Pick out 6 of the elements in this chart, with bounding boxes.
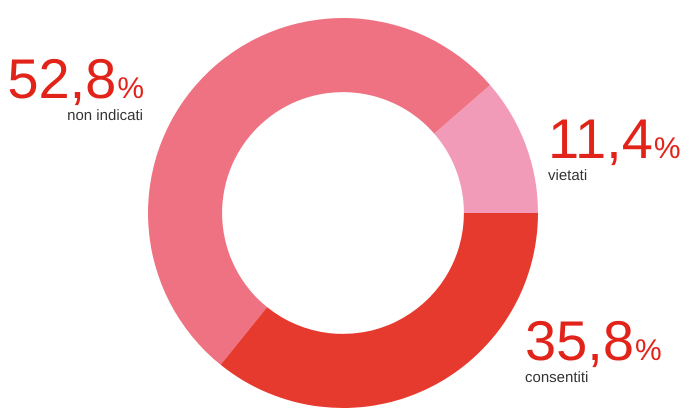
data-label: 11,4% xyxy=(548,107,681,170)
slice-label: vietati xyxy=(548,167,588,184)
data-label: 52,8% xyxy=(7,47,144,110)
data-label: 35,8% xyxy=(525,309,662,372)
slice-label: non indicati xyxy=(67,107,143,124)
slice-label: consentiti xyxy=(525,369,588,386)
